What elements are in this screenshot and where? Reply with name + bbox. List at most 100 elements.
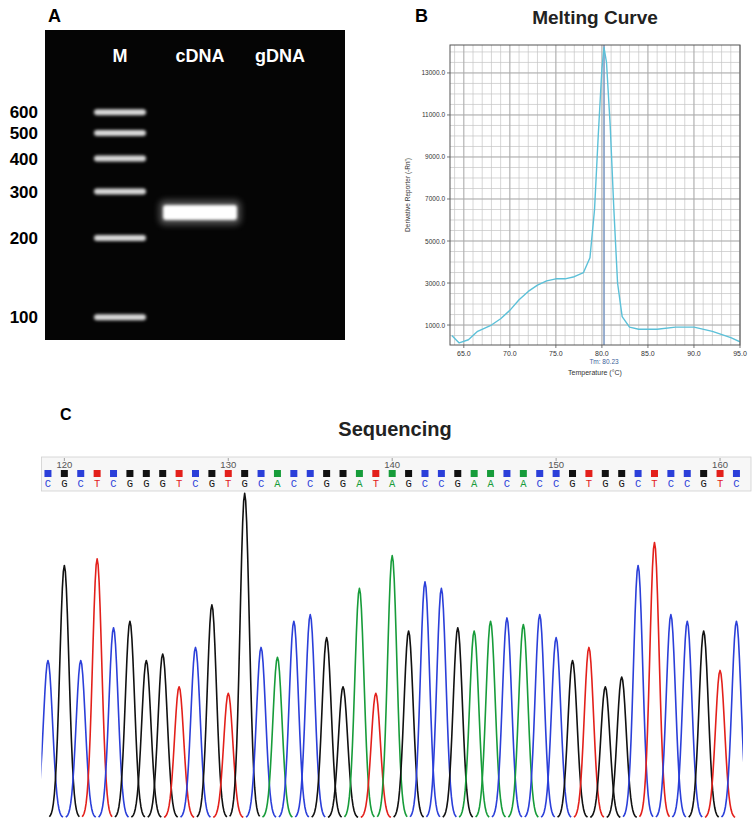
base-square [454,470,461,477]
base-square [733,470,740,477]
tick-label: 65.0 [457,350,471,357]
base-square [126,470,133,477]
tick-mark [463,345,464,348]
tick-label: 140 [384,459,400,470]
base-letter: G [619,478,625,490]
base-letter: G [340,478,346,490]
base-letter: G [61,478,67,490]
tick-label: 80.0 [595,350,609,357]
tick-label: 5000.0 [425,238,445,245]
base-letter: G [143,478,149,490]
tick-label: 130 [220,459,236,470]
base-letter: G [127,478,133,490]
size-label: 200 [10,229,38,248]
size-label: 400 [10,150,38,169]
base-square [323,470,330,477]
base-letter: G [323,478,329,490]
minor-grid [450,251,740,252]
minor-grid [592,45,593,345]
base-letter: C [684,478,690,490]
minor-grid [638,45,639,345]
base-letter: T [225,478,231,490]
base-square [471,470,478,477]
base-letter: C [733,478,739,490]
minor-grid [450,114,740,115]
minor-grid [491,45,492,345]
peak [525,615,555,817]
base-square [651,470,658,477]
tick-label: 95.0 [733,350,747,357]
peak [82,559,112,817]
minor-grid [450,93,740,94]
grid-line [647,45,648,345]
lane-label: M [113,46,128,66]
grid-line [555,45,556,345]
tick-mark [693,345,694,348]
base-square [143,470,150,477]
peak [689,631,719,817]
base-square [553,470,560,477]
band [94,189,146,195]
base-letter: A [487,478,494,490]
base-square [389,470,396,477]
base-square [569,470,576,477]
base-letter: C [438,478,444,490]
tick-mark [555,345,556,348]
base-square [159,470,166,477]
size-label: 600 [10,103,38,122]
base-letter: A [471,478,478,490]
base-square [438,470,445,477]
peak [541,638,571,818]
base-letter: T [94,478,100,490]
base-square [717,470,724,477]
size-label: 500 [10,124,38,143]
minor-grid [629,45,630,345]
minor-grid [450,135,740,136]
base-square [503,470,510,477]
grid-line [601,45,602,345]
tick-mark [447,325,450,326]
minor-grid [703,45,704,345]
band-glow [159,200,241,225]
peak [115,621,145,817]
minor-grid [450,72,740,73]
tick-label: 85.0 [641,350,655,357]
base-letter: C [668,478,674,490]
melt-curve [452,48,740,343]
band [163,205,237,220]
y-axis-label: Derivative Reporter (-Rn') [404,158,412,232]
base-square [290,470,297,477]
grid-line [463,45,464,345]
band [94,130,146,136]
minor-grid [601,45,602,345]
tick-label: 3000.0 [425,280,445,287]
minor-grid [712,45,713,345]
lane-label: gDNA [255,46,305,66]
base-square [77,470,84,477]
minor-grid [450,146,740,147]
minor-grid [450,220,740,221]
tick-mark [447,114,450,115]
minor-grid [450,83,740,84]
x-axis-label: Temperature (°C) [568,369,622,377]
grid-line [693,45,694,345]
minor-grid [450,293,740,294]
annotation: Tm: 80.23 [589,358,619,365]
base-square [258,470,265,477]
grid-line [450,241,740,242]
minor-grid [730,45,731,345]
base-square [585,470,592,477]
base-square [602,470,609,477]
tick-mark [447,72,450,73]
minor-grid [721,45,722,345]
grid-line [450,283,740,284]
base-letter: C [422,478,428,490]
gel-background [45,30,345,340]
grid-line [450,72,740,73]
base-letter: G [455,478,461,490]
tick-mark [647,345,648,348]
tick-mark [740,345,741,348]
tick-label: 160 [712,459,728,470]
base-letter: T [176,478,182,490]
base-square [44,470,51,477]
